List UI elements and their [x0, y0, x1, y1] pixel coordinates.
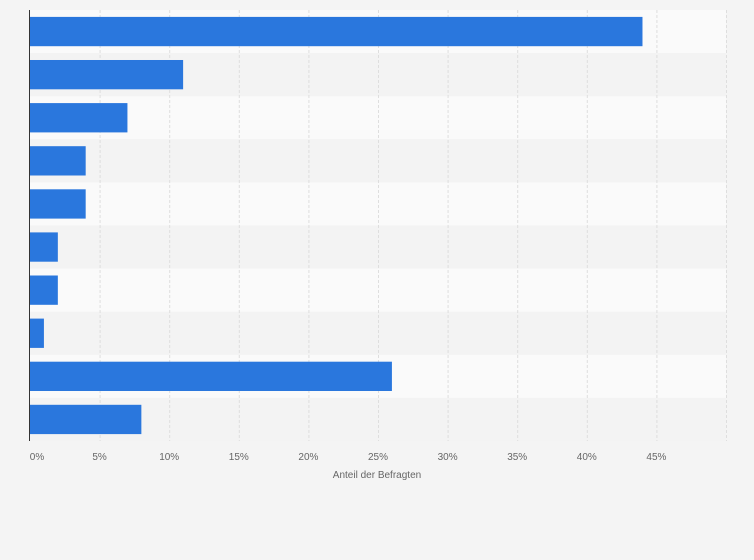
row-band: [30, 311, 726, 355]
x-tick-label: 30%: [438, 452, 458, 463]
x-tick-label: 5%: [92, 452, 107, 463]
bar[interactable]: [30, 16, 643, 47]
x-axis-title: Anteil der Befragten: [333, 470, 421, 481]
x-tick-label: 35%: [507, 452, 527, 463]
x-tick-label: 20%: [298, 452, 318, 463]
x-tick-labels: 0% 5% 10% 15% 20% 25% 30% 35% 40% 45%: [30, 452, 667, 463]
x-tick-label: 40%: [577, 452, 597, 463]
x-tick-label: 45%: [646, 452, 666, 463]
x-tick-label: 25%: [368, 452, 388, 463]
row-band: [30, 182, 726, 226]
bar[interactable]: [30, 275, 58, 305]
x-tick-label: 10%: [159, 452, 179, 463]
bar[interactable]: [30, 103, 128, 133]
bar[interactable]: [30, 189, 86, 219]
bar[interactable]: [30, 232, 58, 262]
bar[interactable]: [30, 361, 392, 392]
bar[interactable]: [30, 404, 142, 435]
bar[interactable]: [30, 59, 184, 90]
bar[interactable]: [30, 146, 86, 176]
bars: [30, 16, 643, 435]
bar[interactable]: [30, 318, 44, 348]
x-tick-label: 0%: [30, 452, 45, 463]
x-tick-label: 15%: [229, 452, 249, 463]
